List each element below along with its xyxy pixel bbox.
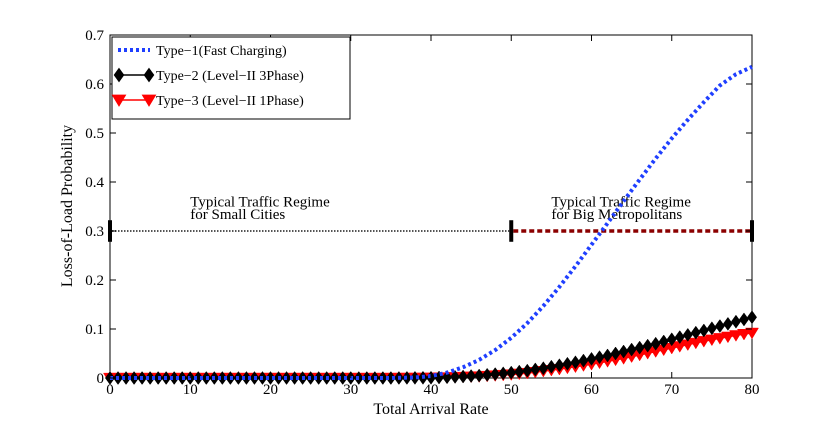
series-2-point	[714, 319, 725, 333]
y-tick-label: 0.4	[85, 175, 104, 191]
legend-marker-2	[143, 67, 155, 83]
y-tick-label: 0.3	[85, 224, 104, 240]
series-2-point	[538, 361, 549, 376]
series-layer	[103, 65, 759, 385]
series-2-point	[618, 344, 629, 359]
series-2-point	[730, 314, 741, 329]
y-tick-label: 0.7	[85, 28, 104, 44]
y-axis-label: Loss-of-Load Probability	[59, 125, 76, 287]
series-2-point	[458, 369, 469, 384]
series-3-point	[729, 330, 743, 342]
series-2-point	[385, 371, 396, 385]
legend-marker-3	[111, 94, 127, 107]
series-2-point	[546, 359, 557, 374]
series-1-line	[110, 65, 753, 380]
series-2-point	[562, 356, 573, 371]
x-tick-label: 70	[664, 382, 679, 398]
series-2-point	[466, 369, 477, 383]
regime-label-small-2: for Small Cities	[190, 207, 285, 223]
series-2-point	[570, 355, 581, 370]
series-2-point	[634, 340, 645, 355]
series-3-point	[720, 331, 735, 344]
y-tick-label: 0	[97, 371, 105, 387]
ticks-layer: 0 10 20 30 40 50 60 70 80 0 0.1 0.2 0.3 0.4 0.5 0.6 0.7	[85, 28, 759, 398]
y-tick-label: 0.6	[85, 77, 104, 93]
y-tick-label: 0.5	[85, 126, 104, 142]
series-2-point	[474, 368, 485, 383]
series-2-point	[626, 342, 637, 357]
series-2-point	[554, 358, 565, 373]
series-2-point	[530, 362, 541, 377]
series-2-point	[482, 367, 493, 382]
x-tick-label: 0	[106, 382, 114, 398]
series-2-point	[121, 371, 132, 385]
y-tick-label: 0.1	[85, 322, 104, 338]
series-2-point	[747, 310, 757, 325]
series-2-point	[193, 371, 204, 385]
series-1	[110, 65, 753, 380]
legend-label-2: Type−2 (Level−II 3Phase)	[156, 69, 304, 84]
series-2-point	[722, 316, 733, 331]
series-2-point	[450, 369, 461, 384]
x-axis-label: Total Arrival Rate	[373, 401, 488, 418]
series-2-point	[586, 351, 597, 366]
legend-marker-2	[113, 67, 125, 83]
series-3-point	[737, 329, 751, 341]
y-tick-label: 0.2	[85, 273, 104, 289]
series-2-point	[337, 371, 348, 385]
series-2-point	[498, 366, 509, 381]
series-2-point	[442, 370, 453, 385]
regime-label-big-2: for Big Metropolitans	[551, 207, 682, 223]
x-tick-label: 50	[504, 382, 519, 398]
series-2-point	[289, 371, 300, 385]
x-tick-label: 20	[263, 382, 278, 398]
series-2-point	[610, 346, 621, 361]
series-2-point	[578, 353, 589, 368]
series-2-point	[313, 371, 324, 385]
x-tick-label: 10	[183, 382, 198, 398]
x-tick-label: 60	[584, 382, 599, 398]
series-2-point	[706, 321, 717, 336]
x-tick-label: 40	[424, 382, 439, 398]
series-3-point	[712, 333, 727, 345]
series-2-point	[642, 338, 653, 353]
legend-label-3: Type−3 (Level−II 1Phase)	[156, 94, 304, 109]
x-tick-label: 30	[343, 382, 358, 398]
series-2-point	[241, 371, 252, 385]
regime-label-big-1: Typical Traffic Regime	[551, 195, 691, 211]
series-2-point	[361, 371, 372, 385]
series-2-point	[217, 371, 228, 385]
legend-label-1: Type−1(Fast Charging)	[156, 44, 287, 59]
legend: Type−1(Fast Charging) Type−2 (Level−II 3P…	[111, 36, 351, 120]
series-2-point	[738, 312, 749, 327]
series-2-point	[514, 364, 525, 379]
x-tick-label: 80	[745, 382, 760, 398]
series-2-point	[602, 348, 613, 363]
legend-marker-3	[141, 94, 157, 107]
series-2-point	[594, 350, 605, 365]
series-2-point	[490, 367, 501, 382]
series-2-point	[522, 363, 533, 378]
series-2-point	[169, 371, 180, 385]
series-3-point	[745, 327, 759, 340]
series-2-point	[145, 371, 156, 385]
regime-label-small-1: Typical Traffic Regime	[190, 195, 330, 211]
